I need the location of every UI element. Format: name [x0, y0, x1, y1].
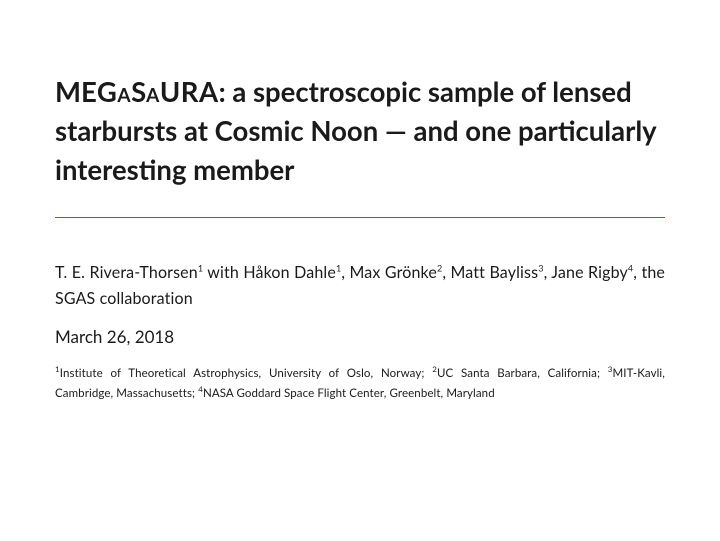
title-project-name: MEGaSaURA: [55, 75, 219, 108]
title-rule: [55, 217, 665, 218]
affiliations: 1Institute of Theoretical Astrophysics, …: [55, 363, 665, 402]
talk-title: MEGaSaURA: a spectroscopic sample of len…: [55, 72, 665, 189]
author-list: T. E. Rivera-Thorsen1 with Håkon Dahle1,…: [55, 260, 665, 312]
talk-date: March 26, 2018: [55, 326, 665, 347]
